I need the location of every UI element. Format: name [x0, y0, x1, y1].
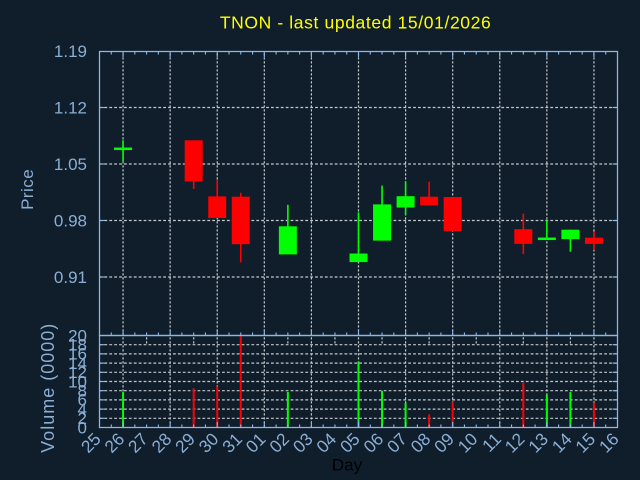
svg-text:1.12: 1.12 — [54, 98, 87, 117]
svg-text:1.19: 1.19 — [54, 42, 87, 61]
svg-text:TNON - last updated 15/01/2026: TNON - last updated 15/01/2026 — [220, 13, 492, 33]
svg-text:0.98: 0.98 — [54, 211, 87, 230]
svg-text:1.05: 1.05 — [54, 155, 87, 174]
svg-text:0: 0 — [78, 418, 87, 437]
svg-text:14: 14 — [68, 354, 87, 373]
svg-text:4: 4 — [78, 400, 87, 419]
svg-text:6: 6 — [78, 391, 87, 410]
svg-text:20: 20 — [68, 326, 87, 345]
svg-text:12: 12 — [68, 363, 87, 382]
svg-text:2: 2 — [78, 409, 87, 428]
svg-text:Day: Day — [332, 456, 363, 475]
svg-text:18: 18 — [68, 336, 87, 355]
svg-text:Price: Price — [18, 169, 37, 210]
svg-text:Volume (0000): Volume (0000) — [38, 323, 58, 453]
svg-text:0.91: 0.91 — [54, 268, 87, 287]
svg-text:8: 8 — [78, 382, 87, 401]
svg-text:10: 10 — [68, 372, 87, 391]
svg-text:16: 16 — [68, 345, 87, 364]
